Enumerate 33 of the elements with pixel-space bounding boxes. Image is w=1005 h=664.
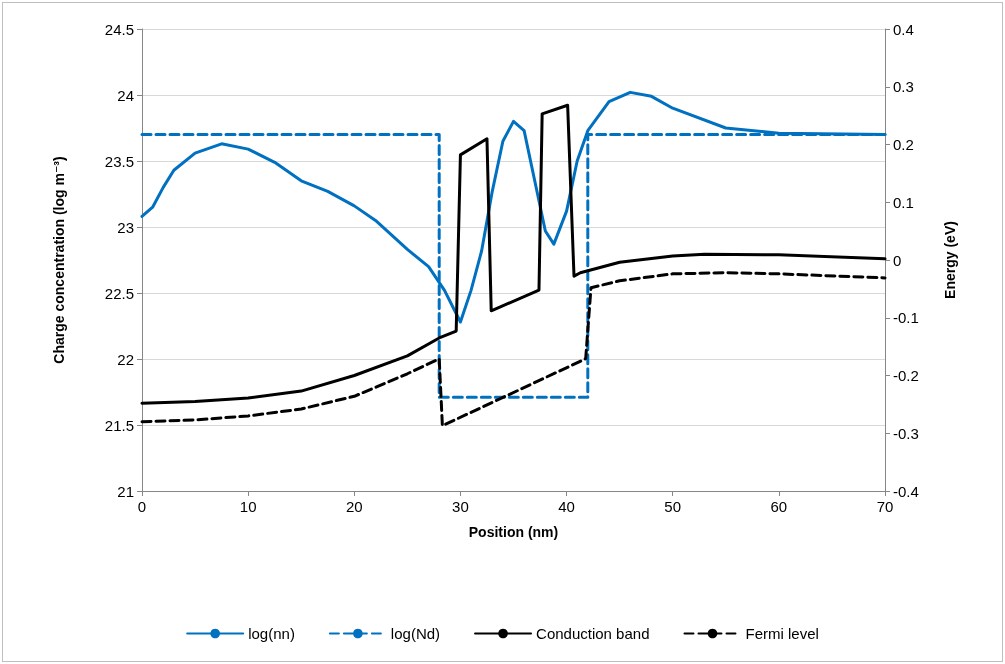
x-tick-label: 10 [239,498,257,515]
y-tick-label: 24 [117,86,134,104]
y2-tick-label: -0.1 [893,309,919,327]
y2-tick-label: -0.2 [893,367,919,384]
y-tick-label: 23 [117,218,134,236]
y-tick-label: 22.5 [104,284,134,302]
legend-label: log(nn) [248,625,295,642]
y-tick-label: 23.5 [104,152,134,170]
y2-axis-title: Energy (eV) [942,221,958,299]
y2-tick-label: 0.1 [893,193,914,211]
y2-tick-label: -0.4 [893,482,919,500]
y-tick-label: 21 [117,482,134,500]
y2-tick-label: 0.2 [893,136,914,153]
line-series [140,271,887,428]
x-tick-label: 40 [558,498,575,515]
legend-label: Conduction band [536,625,650,642]
x-tick-label: 60 [770,498,788,515]
y2-tick-label: -0.3 [893,424,919,442]
y-axis-title: Charge concentration (log m⁻³) [51,156,67,364]
y2-tick-label: 0 [893,251,902,269]
y-tick-label: 21.5 [104,416,134,434]
legend-label: Fermi level [745,625,819,642]
legend-label: log(Nd) [390,625,441,642]
x-tick-label: 30 [452,498,469,515]
x-tick-label: 20 [345,498,363,515]
y2-tick-label: 0.3 [893,78,914,96]
y-tick-label: 24.5 [104,20,134,38]
x-tick-label: 50 [664,498,682,515]
x-tick-label: 70 [876,498,894,515]
x-tick-label: 0 [137,498,147,515]
y2-tick-label: 0.4 [893,20,914,38]
y-tick-label: 22 [117,350,134,368]
x-axis-title: Position (nm) [468,524,559,540]
